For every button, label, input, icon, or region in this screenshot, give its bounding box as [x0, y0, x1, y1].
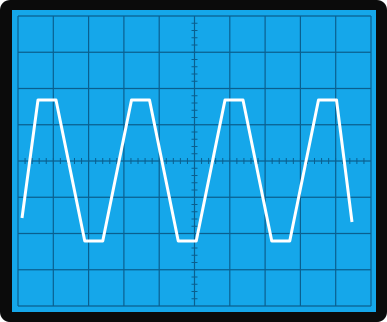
waveform-trace [20, 98, 354, 243]
graticule-center-ticks [17, 15, 365, 300]
